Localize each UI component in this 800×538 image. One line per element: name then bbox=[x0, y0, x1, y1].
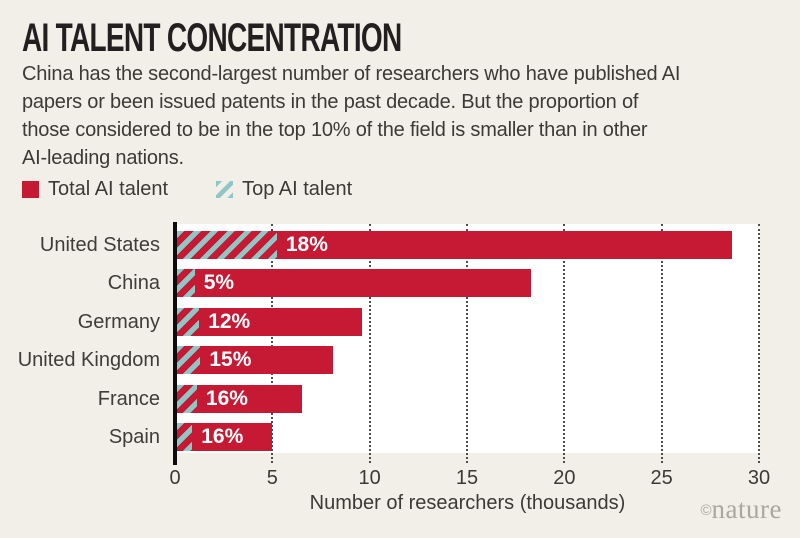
bar-value-label: 5% bbox=[203, 271, 235, 295]
nature-logo: nature bbox=[711, 494, 782, 524]
x-axis-label: Number of researchers (thousands) bbox=[309, 492, 626, 514]
bar-value-label: 16% bbox=[201, 425, 244, 448]
legend-swatch-total-icon bbox=[22, 181, 39, 198]
category-label: China bbox=[107, 272, 160, 295]
chart-title: AI TALENT CONCENTRATION bbox=[22, 16, 402, 60]
chart-description: China has the second-largest number of r… bbox=[22, 60, 680, 172]
total-talent-bar: 16% bbox=[177, 384, 302, 413]
gridline bbox=[563, 224, 566, 463]
top-talent-hatch-segment bbox=[177, 346, 201, 375]
gridline bbox=[660, 224, 663, 463]
description-line: those considered to be in the top 10% of… bbox=[22, 119, 648, 141]
y-axis-line bbox=[173, 222, 177, 465]
copyright-icon: © bbox=[700, 502, 712, 519]
top-talent-hatch-segment bbox=[177, 307, 200, 336]
gridline bbox=[758, 224, 760, 463]
legend-label-total: Total AI talent bbox=[48, 178, 169, 200]
top-talent-hatch-segment bbox=[177, 231, 277, 259]
legend-swatch-top-icon bbox=[216, 181, 234, 198]
bar-value-label: 15% bbox=[209, 348, 252, 372]
bar-value-label: 16% bbox=[205, 386, 248, 410]
gridline bbox=[368, 224, 371, 463]
bar-value-label: 18% bbox=[285, 233, 328, 256]
top-talent-hatch-segment bbox=[177, 269, 195, 298]
x-tick-label: 10 bbox=[358, 467, 381, 489]
legend-label-top: Top AI talent bbox=[242, 178, 353, 200]
total-talent-bar: 16% bbox=[177, 423, 273, 451]
category-label: United States bbox=[39, 234, 160, 256]
top-talent-hatch-segment bbox=[177, 384, 197, 413]
x-tick-label: 5 bbox=[266, 467, 278, 489]
description-line: AI-leading nations. bbox=[22, 147, 184, 169]
total-talent-bar: 18% bbox=[177, 231, 732, 259]
gridline bbox=[466, 224, 468, 463]
x-tick-label: 25 bbox=[650, 467, 673, 489]
legend: Total AI talent Top AI talent bbox=[22, 178, 352, 201]
x-tick-label: 20 bbox=[553, 467, 576, 489]
category-label: Spain bbox=[108, 426, 160, 448]
category-label: France bbox=[97, 387, 160, 410]
nature-credit: ©nature bbox=[700, 494, 782, 525]
description-line: China has the second-largest number of r… bbox=[22, 63, 681, 85]
gridline bbox=[271, 224, 274, 463]
category-label: United Kingdom bbox=[17, 349, 160, 372]
description-line: papers or been issued patents in the pas… bbox=[22, 91, 639, 113]
x-tick-label: 0 bbox=[169, 467, 181, 489]
total-talent-bar: 15% bbox=[177, 346, 333, 375]
category-label: Germany bbox=[77, 310, 160, 333]
total-talent-bar: 12% bbox=[177, 307, 362, 336]
total-talent-bar: 5% bbox=[177, 269, 532, 298]
top-talent-hatch-segment bbox=[177, 423, 193, 451]
bar-value-label: 12% bbox=[208, 309, 251, 333]
x-tick-label: 15 bbox=[455, 467, 479, 489]
x-tick-label: 30 bbox=[747, 467, 771, 489]
